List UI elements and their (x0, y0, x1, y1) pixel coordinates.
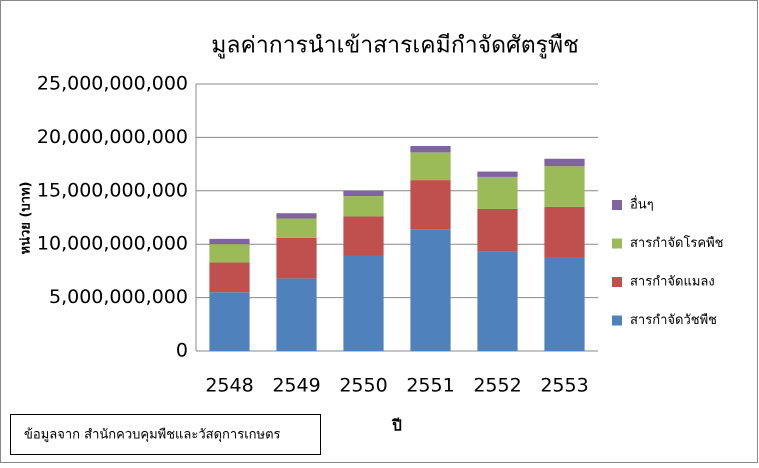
legend-swatch (612, 277, 622, 287)
bar-segment (276, 218, 317, 238)
bar-segment (209, 262, 250, 293)
chart-title: มูลค่าการนำเข้าสารเคมีกำจัดศัตรูพืช (211, 33, 579, 59)
bar-segment (276, 213, 317, 219)
x-axis-label: ปี (391, 417, 401, 435)
x-tick-label: 2549 (272, 375, 320, 397)
bar-segment (477, 251, 518, 351)
legend-label: สารกำจัดแมลง (630, 275, 715, 290)
note-box (10, 414, 321, 455)
y-tick-label: 25,000,000,000 (37, 73, 188, 95)
bar-segment (477, 171, 518, 177)
bar-segment (410, 145, 451, 153)
x-tick-label: 2550 (339, 375, 387, 397)
bar-segment (343, 216, 384, 256)
bar-segment (544, 166, 585, 207)
x-tick-label: 2548 (205, 375, 253, 397)
y-tick-label: 20,000,000,000 (37, 126, 188, 148)
y-tick-label: 15,000,000,000 (37, 179, 188, 201)
bar-segment (209, 238, 250, 245)
bar-segment (343, 190, 384, 197)
bar-segment (544, 257, 585, 351)
bar-segment (410, 229, 451, 351)
bar-segment (276, 278, 317, 351)
bar-segment (343, 196, 384, 217)
y-tick-label: 5,000,000,000 (49, 286, 188, 308)
y-axis-label: หน่วย (บาท) (19, 182, 34, 255)
legend-swatch (612, 315, 622, 326)
bar-segment (410, 180, 451, 230)
bar-segment (209, 244, 250, 263)
bar-segment (276, 237, 317, 279)
bar-segment (477, 208, 518, 252)
x-tick-label: 2553 (540, 375, 588, 397)
legend-label: สารกำจัดวัชพืช (630, 312, 717, 328)
x-tick-label: 2551 (406, 375, 454, 397)
y-tick-label: 0 (176, 340, 188, 362)
bar-segment (544, 158, 585, 167)
source-note: ข้อมูลจาก สำนักควบคุมพืชและวัสดุการเกษตร (24, 427, 281, 443)
legend-label: สารกำจัดโรคพืช (630, 235, 724, 251)
bar-segment (343, 255, 384, 351)
x-tick-label: 2552 (473, 375, 521, 397)
bar-segment (544, 206, 585, 258)
legend-swatch (612, 238, 622, 249)
bar-segment (477, 176, 518, 209)
y-tick-label: 10,000,000,000 (37, 233, 188, 255)
legend-swatch (612, 200, 622, 210)
bar-segment (209, 292, 250, 351)
legend-label: อื่นๆ (630, 196, 654, 213)
bar-segment (410, 152, 451, 181)
